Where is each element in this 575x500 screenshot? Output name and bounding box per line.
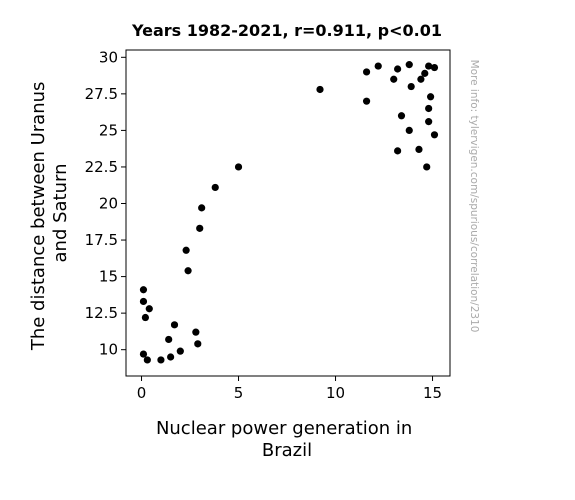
y-tick-label: 12.5 bbox=[85, 304, 118, 322]
data-point bbox=[405, 61, 413, 69]
y-axis: 10 12.5 15 17.5 20 22.5 25 27.5 30 bbox=[85, 48, 126, 359]
y-tick-label: 17.5 bbox=[85, 231, 118, 249]
y-tick-label: 30 bbox=[99, 48, 118, 66]
data-point bbox=[425, 62, 433, 70]
data-point bbox=[184, 267, 192, 275]
y-axis-label: The distance between Uranus and Saturn bbox=[28, 76, 71, 351]
x-tick-label: 10 bbox=[326, 384, 345, 402]
x-axis-label-line-1: Nuclear power generation in bbox=[156, 418, 412, 439]
data-point bbox=[198, 204, 206, 212]
data-point bbox=[234, 163, 243, 171]
data-point bbox=[362, 68, 371, 76]
data-point bbox=[421, 69, 429, 77]
data-point bbox=[397, 112, 406, 120]
data-point bbox=[211, 183, 219, 192]
data-point bbox=[143, 356, 151, 364]
x-axis-label-line-2: Brazil bbox=[262, 440, 312, 461]
y-tick-label: 27.5 bbox=[85, 85, 118, 103]
data-point bbox=[139, 297, 148, 306]
data-point bbox=[390, 75, 398, 83]
data-point bbox=[316, 85, 324, 94]
data-point bbox=[139, 286, 148, 294]
data-point bbox=[362, 97, 371, 105]
y-tick-label: 10 bbox=[99, 341, 118, 359]
chart-title: Years 1982-2021, r=0.911, p<0.01 bbox=[131, 21, 442, 40]
data-point bbox=[194, 340, 202, 348]
data-point bbox=[374, 62, 382, 70]
data-point bbox=[405, 126, 413, 135]
y-tick-label: 25 bbox=[99, 121, 118, 139]
x-tick-label: 15 bbox=[423, 384, 442, 402]
data-point bbox=[176, 347, 184, 355]
watermark-text: More info: tylervigen.com/spurious/corre… bbox=[468, 60, 480, 333]
x-axis-label: Nuclear power generation in Brazil bbox=[156, 418, 418, 461]
data-point bbox=[192, 328, 200, 336]
y-tick-label: 20 bbox=[99, 194, 118, 212]
y-axis-label-line-1: The distance between Uranus bbox=[28, 82, 49, 352]
plot-area bbox=[125, 49, 451, 377]
data-point bbox=[394, 65, 402, 73]
data-point bbox=[141, 313, 150, 322]
x-axis: 0 5 10 15 bbox=[137, 376, 442, 402]
x-tick-label: 0 bbox=[137, 384, 147, 402]
data-point bbox=[407, 82, 415, 91]
data-point bbox=[425, 118, 433, 126]
data-point bbox=[196, 224, 204, 232]
data-point bbox=[430, 63, 439, 72]
data-point bbox=[417, 75, 425, 83]
data-point bbox=[430, 131, 439, 139]
y-axis-label-line-2: and Saturn bbox=[50, 164, 71, 263]
data-point bbox=[415, 145, 423, 154]
data-point bbox=[167, 353, 175, 361]
data-point bbox=[394, 147, 402, 155]
data-points bbox=[139, 61, 439, 364]
data-point bbox=[182, 246, 190, 254]
data-point bbox=[425, 104, 433, 113]
data-point bbox=[165, 335, 173, 344]
data-point bbox=[157, 356, 165, 364]
data-point bbox=[139, 350, 148, 358]
data-point bbox=[145, 305, 153, 313]
y-tick-label: 15 bbox=[99, 268, 118, 286]
x-tick-label: 5 bbox=[234, 384, 244, 402]
data-point bbox=[170, 321, 179, 329]
data-point bbox=[426, 93, 435, 101]
data-point bbox=[423, 163, 431, 171]
y-tick-label: 22.5 bbox=[85, 158, 118, 176]
